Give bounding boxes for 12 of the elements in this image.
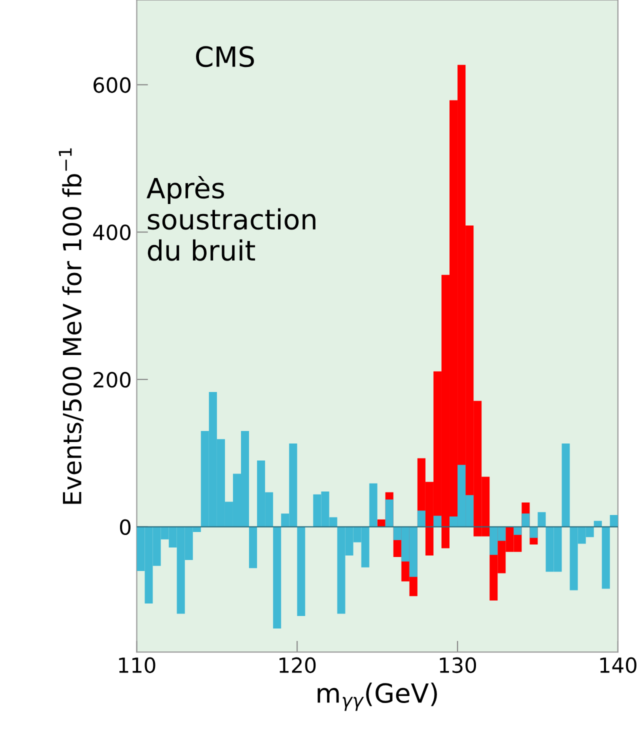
annotation: Après soustraction du bruit (146, 176, 316, 261)
x-tick-label: 140 (600, 657, 636, 674)
x-tick-label: 130 (440, 657, 476, 674)
y-tick-label: 0 (120, 519, 130, 536)
x-axis-title: m$_{γγ}$(GeV) (318, 682, 437, 711)
y-axis-title: Events/500 MeV for 100 fb$^{−1}$ (58, 148, 84, 504)
y-tick-label: 400 (93, 224, 130, 240)
x-tick-label: 110 (119, 657, 156, 674)
y-tick-label: 600 (94, 77, 130, 93)
annotation: CMS (196, 46, 254, 68)
y-tick-label: 200 (94, 372, 130, 388)
x-tick-label: 120 (280, 657, 316, 674)
